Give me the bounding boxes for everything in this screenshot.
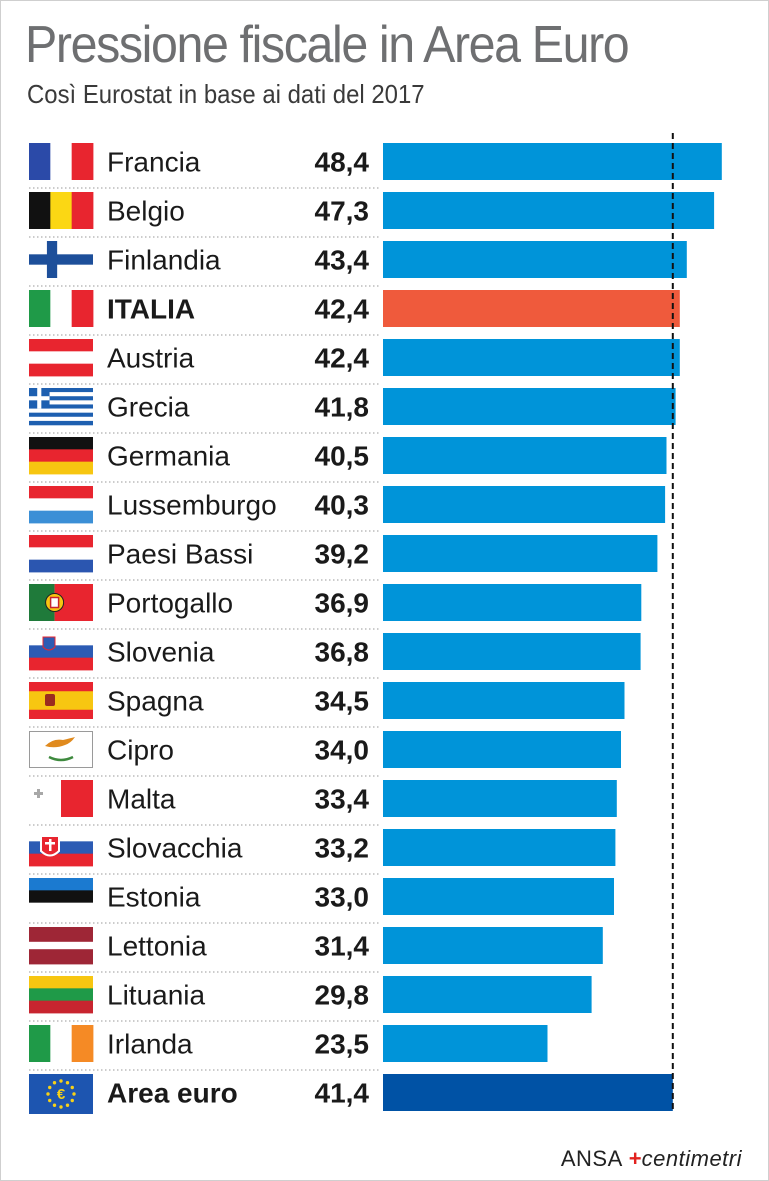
- chart-subtitle: Così Eurostat in base ai dati del 2017: [27, 79, 425, 109]
- bar: [383, 682, 625, 719]
- ireland-flag: [29, 1025, 94, 1062]
- bar: [383, 143, 722, 180]
- spain-flag: [29, 682, 93, 719]
- latvia-flag: [29, 927, 93, 965]
- value-label: 34,0: [315, 735, 370, 766]
- bar: [383, 878, 614, 915]
- bar: [383, 731, 621, 768]
- bar: [383, 780, 617, 817]
- value-label: 42,4: [315, 343, 370, 374]
- credit-footer: ANSA +centimetri: [561, 1146, 742, 1172]
- luxembourg-flag: [29, 486, 93, 524]
- country-label: Lussemburgo: [107, 490, 277, 521]
- value-label: 41,4: [315, 1078, 370, 1109]
- country-label: Lituania: [107, 980, 206, 1011]
- bar: [383, 437, 667, 474]
- country-label: Slovacchia: [107, 833, 243, 864]
- country-label: Lettonia: [107, 931, 207, 962]
- country-label: Cipro: [107, 735, 174, 766]
- bar: [383, 829, 616, 866]
- country-label: Francia: [107, 147, 201, 178]
- bar: [383, 339, 680, 376]
- lithuania-flag: [29, 976, 93, 1014]
- country-label: ITALIA: [107, 294, 195, 325]
- bar: [383, 241, 687, 278]
- value-label: 41,8: [315, 392, 370, 423]
- portugal-flag: [29, 584, 93, 621]
- slovakia-flag: [29, 829, 93, 867]
- ansa-logo-text: ANSA: [560, 1146, 623, 1171]
- bar: [383, 192, 715, 229]
- bar: [383, 1025, 548, 1062]
- country-label: Belgio: [107, 196, 185, 227]
- country-label: Estonia: [107, 882, 201, 913]
- value-label: 33,4: [315, 784, 370, 815]
- belgium-flag: [29, 192, 94, 229]
- country-label: Germania: [107, 441, 230, 472]
- malta-flag: [29, 780, 93, 817]
- greece-flag: [29, 388, 93, 426]
- france-flag: [29, 143, 94, 180]
- value-label: 39,2: [315, 539, 370, 570]
- value-label: 33,0: [315, 882, 370, 913]
- country-label: Spagna: [107, 686, 204, 717]
- eu-flag: €: [29, 1074, 93, 1114]
- country-label: Irlanda: [107, 1029, 193, 1060]
- slovenia-flag: [29, 633, 93, 671]
- country-label: Grecia: [107, 392, 190, 423]
- value-label: 48,4: [315, 147, 370, 178]
- country-label: Portogallo: [107, 588, 233, 619]
- value-label: 34,5: [315, 686, 370, 717]
- bar-chart: Francia 48,4 Belgio 47,3 Finlandia 43,4 ITALIA…: [29, 133, 722, 1114]
- value-label: 40,5: [315, 441, 370, 472]
- cyprus-flag: [29, 731, 93, 768]
- bar: [383, 535, 658, 572]
- estonia-flag: [29, 878, 93, 916]
- value-label: 42,4: [315, 294, 370, 325]
- country-label: Area euro: [107, 1078, 238, 1109]
- netherlands-flag: [29, 535, 93, 573]
- svg-text:€: €: [57, 1086, 66, 1103]
- austria-flag: [29, 339, 93, 377]
- value-label: 36,8: [315, 637, 370, 668]
- italy-flag: [29, 290, 94, 327]
- chart-title: Pressione fiscale in Area Euro: [25, 16, 630, 74]
- centimetri-star-icon: +: [628, 1146, 642, 1171]
- value-label: 29,8: [315, 980, 370, 1011]
- value-label: 36,9: [315, 588, 370, 619]
- bar: [383, 976, 592, 1013]
- centimetri-logo-text: centimetri: [641, 1146, 742, 1171]
- value-label: 33,2: [315, 833, 370, 864]
- bar: [383, 927, 603, 964]
- country-label: Austria: [107, 343, 195, 374]
- country-label: Paesi Bassi: [107, 539, 253, 570]
- bar: [383, 290, 680, 327]
- value-label: 47,3: [315, 196, 370, 227]
- bar: [383, 633, 641, 670]
- country-label: Slovenia: [107, 637, 215, 668]
- bar: [383, 584, 642, 621]
- value-label: 31,4: [315, 931, 370, 962]
- finland-flag: [29, 241, 93, 278]
- country-label: Malta: [107, 784, 176, 815]
- germany-flag: [29, 437, 93, 475]
- value-label: 23,5: [315, 1029, 370, 1060]
- bar: [383, 388, 676, 425]
- value-label: 43,4: [315, 245, 370, 276]
- bar: [383, 486, 666, 523]
- country-label: Finlandia: [107, 245, 221, 276]
- value-label: 40,3: [315, 490, 370, 521]
- bar: [383, 1074, 673, 1111]
